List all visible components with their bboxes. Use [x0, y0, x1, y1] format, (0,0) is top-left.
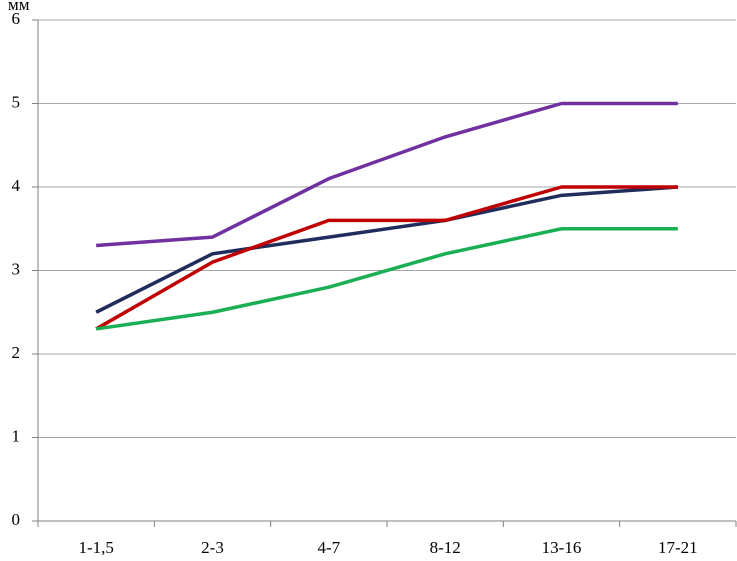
series-line: [96, 101, 678, 248]
x-tick-label: 17-21: [658, 538, 698, 557]
y-tick-label: 4: [12, 176, 21, 195]
x-tick-label: 4-7: [317, 538, 340, 557]
series-line: [95, 227, 678, 331]
y-axis-label: мм: [8, 0, 30, 14]
y-tick-label: 5: [12, 92, 21, 111]
y-tick-label: 2: [12, 343, 21, 362]
series-line: [95, 185, 678, 331]
y-tick-label: 1: [12, 426, 21, 445]
x-tick-label: 2-3: [201, 538, 224, 557]
y-tick-label: 0: [12, 510, 21, 529]
series-line: [95, 185, 678, 314]
y-tick-label: 3: [12, 259, 21, 278]
x-tick-label: 1-1,5: [78, 538, 113, 557]
x-tick-label: 13-16: [542, 538, 582, 557]
y-tick-label: 6: [12, 9, 21, 28]
x-tick-label: 8-12: [430, 538, 461, 557]
